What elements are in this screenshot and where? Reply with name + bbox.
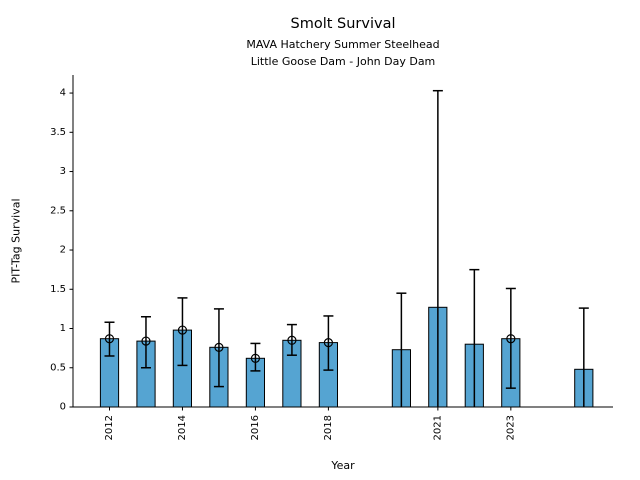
x-tick-label-2023: 2023 — [505, 415, 516, 440]
y-axis-label: PIT-Tag Survival — [9, 198, 23, 284]
y-tick-label-4: 4 — [60, 88, 66, 99]
x-tick-label-2018: 2018 — [323, 415, 334, 440]
point-marker-2015 — [214, 342, 224, 352]
point-marker-2012 — [104, 334, 115, 344]
chart-title: Smolt Survival — [290, 16, 396, 32]
y-tick-label-1: 1 — [60, 323, 66, 334]
x-tick-label-2016: 2016 — [250, 415, 261, 440]
y-tick-label-2: 2 — [60, 245, 66, 256]
x-tick-label-2021: 2021 — [432, 415, 443, 440]
chart-subtitle-line1: MAVA Hatchery Summer Steelhead — [246, 38, 440, 51]
point-marker-2013 — [141, 336, 151, 346]
y-tick-label-3.5: 3.5 — [50, 127, 66, 138]
point-marker-2023 — [506, 334, 516, 344]
x-tick-label-2014: 2014 — [177, 415, 188, 440]
chart-subtitle-line2: Little Goose Dam - John Day Dam — [250, 55, 436, 68]
y-tick-label-3: 3 — [60, 166, 66, 177]
point-marker-2016 — [250, 353, 261, 363]
point-marker-2014 — [177, 325, 188, 335]
point-marker-2018 — [323, 338, 334, 348]
y-tick-label-1.5: 1.5 — [50, 284, 66, 295]
x-axis-label: Year — [331, 459, 355, 472]
point-marker-2017 — [287, 335, 297, 345]
y-tick-label-0.5: 0.5 — [50, 362, 66, 373]
x-tick-label-2012: 2012 — [104, 415, 115, 440]
y-tick-label-0: 0 — [60, 402, 66, 413]
y-tick-label-2.5: 2.5 — [50, 205, 66, 216]
